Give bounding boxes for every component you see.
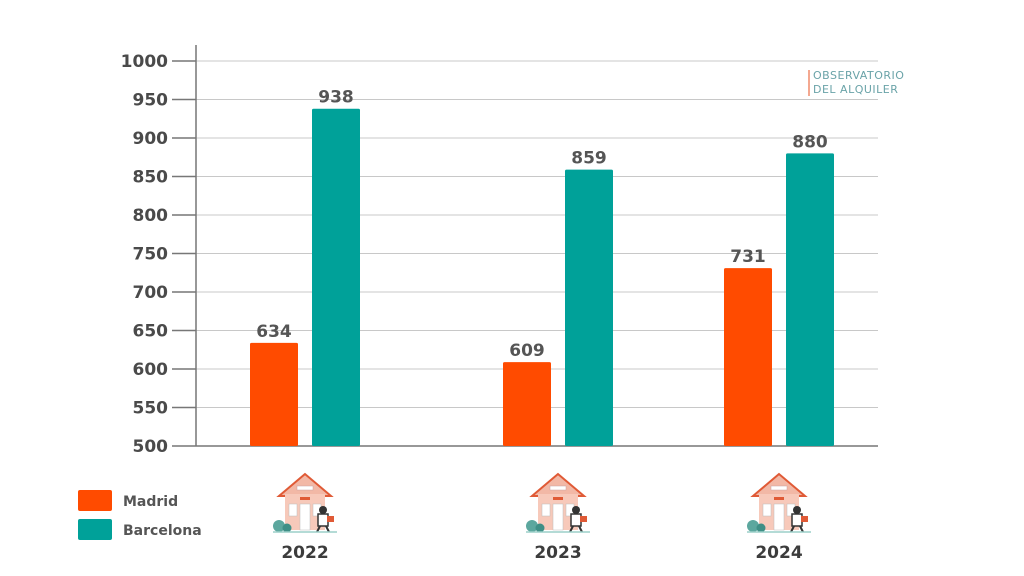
burglar-bag [580,516,587,522]
category-label-2022: 2022 [281,543,328,563]
y-tick-label: 550 [133,399,169,419]
bar-barcelona-2023 [565,169,613,446]
legend-label-madrid: Madrid [123,494,178,510]
bar-madrid-2024 [724,268,772,446]
y-tick-label: 600 [133,360,169,380]
house-with-burglar-icon [273,472,337,533]
house-sign [553,497,563,500]
data-label: 609 [509,341,545,361]
bush [282,523,292,533]
house-sign [300,497,310,500]
burglar-bag [801,516,808,522]
house-door [552,503,564,531]
watermark-line-1: OBSERVATORIO [813,69,904,82]
house-attic-window [549,485,567,491]
burglar-head [793,506,801,514]
house-attic-window [770,485,788,491]
data-label: 938 [318,88,354,108]
bar-barcelona-2022 [312,108,360,447]
burglar-body [791,513,803,527]
data-label: 859 [571,149,607,169]
category-labels: 2022 2023 2024 [273,472,811,563]
legend-label-barcelona: Barcelona [123,523,202,539]
house-sign [774,497,784,500]
burglar-leg [578,525,583,533]
burglar-leg [569,525,574,533]
y-tick-label: 1000 [121,52,168,72]
bush [747,520,759,532]
bush [756,523,766,533]
y-tick-label: 800 [133,206,169,226]
bush [273,520,285,532]
burglar-bag [327,516,334,522]
burglar-head [319,506,327,514]
house-with-burglar-icon [526,472,590,533]
y-tick-label: 950 [133,91,169,111]
burglar-leg [316,525,321,533]
house-roof [276,472,334,497]
burglar-leg [799,525,804,533]
bar-barcelona-2024 [786,153,834,446]
y-tick-label: 750 [133,245,169,265]
house-door [773,503,785,531]
house-with-burglar-icon [747,472,811,533]
burglar-body [317,513,329,527]
y-tick-label: 700 [133,283,169,303]
house-attic-window [296,485,314,491]
data-labels: 634 938 609 859 731 880 [256,88,828,361]
house-window [762,503,772,517]
data-label: 731 [730,247,766,267]
burglar-body [570,513,582,527]
burglar-leg [325,525,330,533]
watermark-line-2: DEL ALQUILER [813,83,898,96]
bar-madrid-2023 [503,362,551,446]
legend-swatch-madrid [78,490,112,511]
house-door [299,503,311,531]
y-tick-label: 900 [133,129,169,149]
y-tick-label: 850 [133,168,169,188]
burglar-head [572,506,580,514]
data-label: 880 [792,132,828,152]
gridlines [196,60,878,408]
house-roof [750,472,808,497]
category-label-2023: 2023 [534,543,581,563]
house-roof [529,472,587,497]
bush [526,520,538,532]
watermark-logo: OBSERVATORIO DEL ALQUILER [808,69,904,96]
house-window [541,503,551,517]
legend-swatch-barcelona [78,519,112,540]
data-label: 634 [256,322,292,342]
bush [535,523,545,533]
category-label-2024: 2024 [755,543,802,563]
bar-madrid-2022 [250,342,298,446]
y-tick-label: 500 [133,437,169,457]
house-window [288,503,298,517]
burglar-leg [790,525,795,533]
legend: Madrid Barcelona [78,490,202,540]
y-tick-label: 650 [133,322,169,342]
bars [250,108,834,447]
